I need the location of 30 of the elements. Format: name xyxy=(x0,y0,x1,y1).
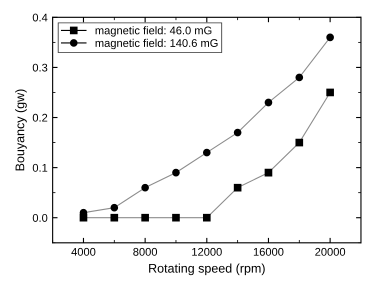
y-tick-label: 0.1 xyxy=(32,164,48,172)
point xyxy=(295,138,304,146)
y-axis-title: Bouyancy (gw) xyxy=(15,89,27,170)
point xyxy=(234,128,242,136)
y-tick-label: 0.2 xyxy=(32,114,48,122)
x-tick-label: 8000 xyxy=(133,248,158,256)
point xyxy=(172,214,180,222)
legend-label: magnetic field: 140.6 mG xyxy=(96,38,218,50)
point xyxy=(202,148,211,156)
point xyxy=(141,214,149,222)
y-tick-label: 0.4 xyxy=(32,14,48,22)
point xyxy=(110,204,118,212)
y-tick-label: 0.3 xyxy=(32,64,48,72)
point xyxy=(172,168,180,176)
point xyxy=(110,214,118,222)
point xyxy=(264,98,272,106)
point xyxy=(295,74,304,82)
point xyxy=(141,184,149,192)
legend-label: magnetic field: 46.0 mG xyxy=(96,26,212,37)
x-tick-label: 20000 xyxy=(315,248,346,256)
x-axis-title: Rotating speed (rpm) xyxy=(149,264,265,276)
x-tick-label: 16000 xyxy=(254,248,284,256)
x-tick-label: 12000 xyxy=(192,248,222,256)
y-tick-label: 0.0 xyxy=(32,214,48,222)
point xyxy=(264,168,272,176)
point xyxy=(326,88,334,96)
point xyxy=(202,214,211,222)
x-tick-label: 4000 xyxy=(71,248,96,256)
point xyxy=(326,34,334,42)
point xyxy=(234,184,242,192)
